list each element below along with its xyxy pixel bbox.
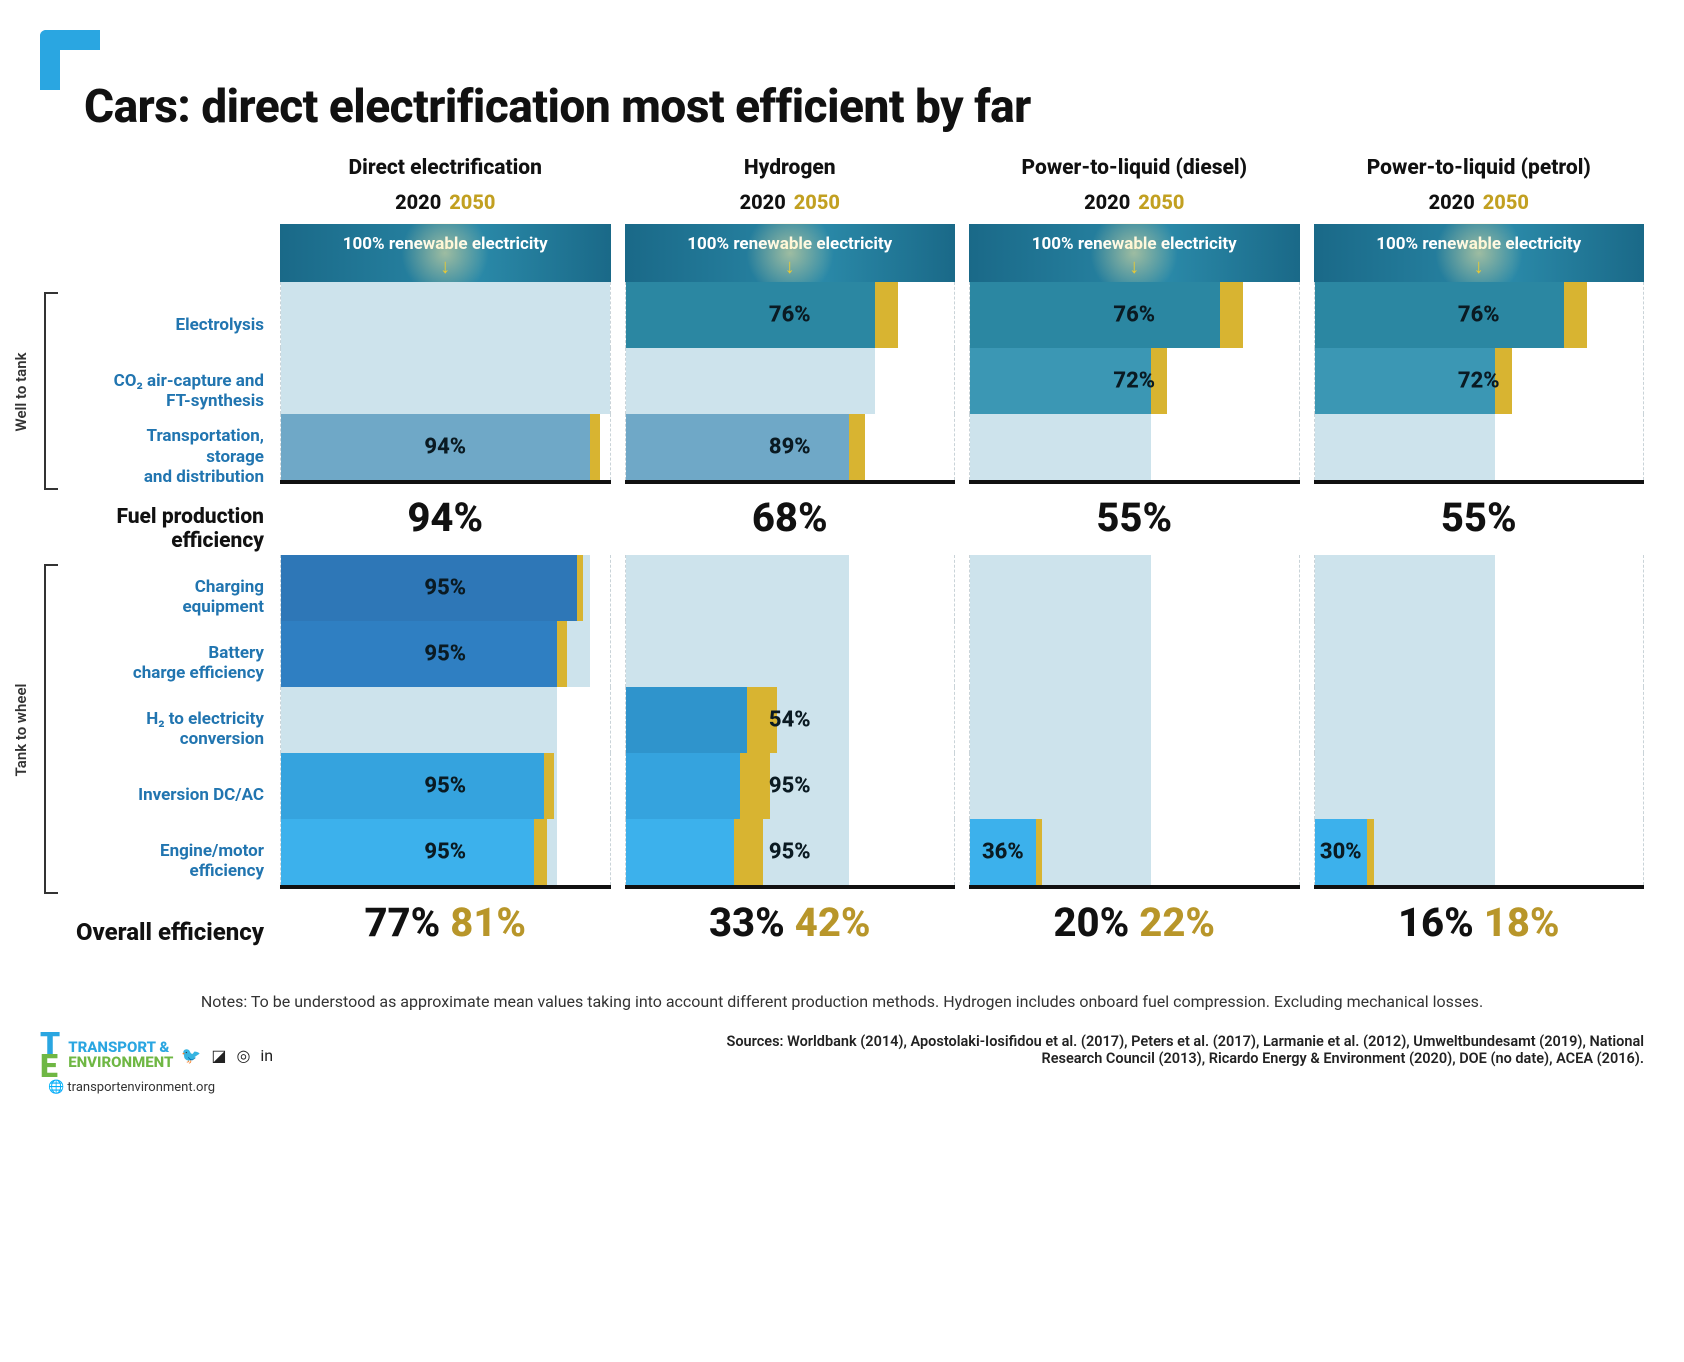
label-charging: Charging equipment <box>40 564 280 630</box>
row-labels: Well to tank Electrolysis CO₂ air-captur… <box>40 152 280 966</box>
fuel-production-efficiency: 94% <box>280 484 611 555</box>
label-fpe: Fuel production efficiency <box>40 494 280 564</box>
overall-efficiency: 33%42% <box>625 889 956 960</box>
stage-transport <box>1314 414 1645 480</box>
linkedin-icon: in <box>260 1046 273 1065</box>
year-labels: 20202050 <box>969 190 1300 224</box>
stage-charging: 95% <box>280 555 611 621</box>
facebook-icon: ◪ <box>211 1046 226 1065</box>
stage-battery <box>969 621 1300 687</box>
stage-electrolysis: 76% <box>1314 282 1645 348</box>
pathway-title: Power-to-liquid (diesel) <box>969 152 1300 190</box>
stage-h2_elec <box>969 687 1300 753</box>
stage-inversion <box>1314 753 1645 819</box>
stage-h2_elec: 54% <box>625 687 956 753</box>
renewable-banner: 100% renewable electricity↓ <box>625 224 956 282</box>
label-overall: Overall efficiency <box>40 898 280 966</box>
fuel-production-efficiency: 55% <box>969 484 1300 555</box>
org-line2: ENVIRONMENT <box>68 1055 173 1071</box>
twitter-icon: 🐦 <box>181 1046 201 1065</box>
stage-transport: 94% <box>280 414 611 480</box>
label-battery: Battery charge efficiency <box>40 630 280 696</box>
bracket-ttw <box>44 564 58 894</box>
overall-efficiency: 20%22% <box>969 889 1300 960</box>
stage-inversion: 95% <box>625 753 956 819</box>
te-logo: TE TRANSPORT & ENVIRONMENT <box>40 1033 173 1078</box>
stage-battery: 95% <box>280 621 611 687</box>
stage-inversion: 95% <box>280 753 611 819</box>
year-labels: 20202050 <box>625 190 956 224</box>
stage-h2_elec <box>280 687 611 753</box>
stage-electrolysis <box>280 282 611 348</box>
overall-efficiency: 16%18% <box>1314 889 1645 960</box>
stage-inversion <box>969 753 1300 819</box>
bracket-wtt-label: Well to tank <box>12 353 30 432</box>
pathway-title: Direct electrification <box>280 152 611 190</box>
overall-efficiency: 77%81% <box>280 889 611 960</box>
label-transport: Transportation, storage and distribution <box>40 424 280 490</box>
stage-charging <box>1314 555 1645 621</box>
label-h2-elec: H₂ to electricity conversion <box>40 696 280 762</box>
renewable-banner: 100% renewable electricity↓ <box>1314 224 1645 282</box>
instagram-icon: ◎ <box>236 1046 250 1065</box>
stage-co2_ft <box>280 348 611 414</box>
bracket-ttw-label: Tank to wheel <box>12 684 30 777</box>
stage-co2_ft: 72% <box>1314 348 1645 414</box>
renewable-banner: 100% renewable electricity↓ <box>969 224 1300 282</box>
label-co2-ft: CO₂ air-capture and FT-synthesis <box>40 358 280 424</box>
footer: TE TRANSPORT & ENVIRONMENT 🐦 ◪ ◎ in 🌐 tr… <box>40 1033 1644 1095</box>
stage-engine: 36% <box>969 819 1300 885</box>
stage-co2_ft <box>625 348 956 414</box>
bracket-wtt <box>44 292 58 490</box>
pathway-columns: Direct electrification20202050100% renew… <box>280 152 1644 966</box>
chart: Well to tank Electrolysis CO₂ air-captur… <box>40 152 1644 966</box>
stage-transport <box>969 414 1300 480</box>
label-inversion: Inversion DC/AC <box>40 762 280 828</box>
renewable-banner: 100% renewable electricity↓ <box>280 224 611 282</box>
pathway-title: Hydrogen <box>625 152 956 190</box>
stage-h2_elec <box>1314 687 1645 753</box>
year-labels: 20202050 <box>280 190 611 224</box>
stage-engine: 95% <box>625 819 956 885</box>
chart-title: Cars: direct electrification most effici… <box>84 80 1644 134</box>
stage-battery <box>625 621 956 687</box>
stage-charging <box>969 555 1300 621</box>
pathway-column: Direct electrification20202050100% renew… <box>280 152 611 966</box>
label-engine: Engine/motor efficiency <box>40 828 280 894</box>
fuel-production-efficiency: 68% <box>625 484 956 555</box>
year-labels: 20202050 <box>1314 190 1645 224</box>
pathway-column: Hydrogen20202050100% renewable electrici… <box>625 152 956 966</box>
social-icons: 🐦 ◪ ◎ in <box>181 1046 273 1065</box>
stage-electrolysis: 76% <box>625 282 956 348</box>
label-electrolysis: Electrolysis <box>40 292 280 358</box>
sources: Sources: Worldbank (2014), Apostolaki-Io… <box>664 1033 1644 1067</box>
stage-electrolysis: 76% <box>969 282 1300 348</box>
stage-co2_ft: 72% <box>969 348 1300 414</box>
pathway-column: Power-to-liquid (petrol)20202050100% ren… <box>1314 152 1645 966</box>
stage-battery <box>1314 621 1645 687</box>
stage-engine: 95% <box>280 819 611 885</box>
pathway-column: Power-to-liquid (diesel)20202050100% ren… <box>969 152 1300 966</box>
chart-notes: Notes: To be understood as approximate m… <box>40 992 1644 1011</box>
stage-charging <box>625 555 956 621</box>
website: 🌐 transportenvironment.org <box>48 1080 215 1095</box>
pathway-title: Power-to-liquid (petrol) <box>1314 152 1645 190</box>
fuel-production-efficiency: 55% <box>1314 484 1645 555</box>
stage-engine: 30% <box>1314 819 1645 885</box>
stage-transport: 89% <box>625 414 956 480</box>
